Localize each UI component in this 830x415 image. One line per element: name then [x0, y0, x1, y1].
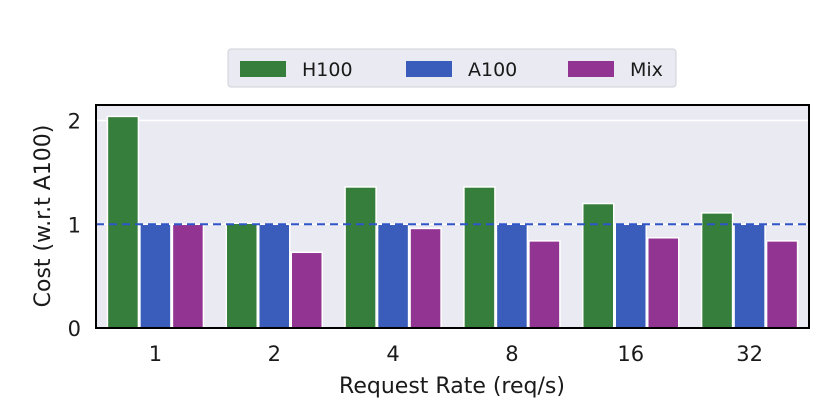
legend-label-mix: Mix [630, 59, 663, 81]
x-axis-ticks: 1 2 4 8 16 32 [149, 342, 763, 366]
legend-label-h100: H100 [302, 59, 353, 81]
legend-swatch-a100 [406, 61, 452, 77]
plot-background [96, 105, 809, 328]
bar-mix-2 [290, 251, 323, 329]
bar-a100-2 [258, 223, 291, 329]
bar-a100-8 [495, 223, 529, 329]
x-axis-label: Request Rate (req/s) [339, 374, 565, 399]
bar-mix-1 [171, 223, 205, 329]
bars [106, 115, 799, 329]
bar-h100-2 [225, 222, 258, 329]
x-tick-label: 2 [268, 342, 281, 366]
y-axis-label: Cost (w.r.t A100) [31, 125, 56, 308]
bar-a100-16 [614, 223, 647, 329]
bar-h100-4 [344, 186, 377, 329]
bar-a100-4 [376, 223, 410, 329]
legend: H100 A100 Mix [227, 48, 677, 88]
x-tick-label: 1 [149, 342, 162, 366]
bar-h100-32 [700, 212, 734, 329]
plot-frame [95, 104, 810, 329]
y-tick-label: 0 [68, 317, 81, 341]
legend-swatch-mix [568, 61, 614, 77]
legend-label-a100: A100 [468, 59, 517, 81]
bar-mix-16 [647, 237, 680, 329]
bar-h100-16 [582, 202, 615, 329]
y-axis-ticks: 0 1 2 [68, 110, 81, 341]
bar-a100-32 [733, 223, 766, 329]
y-tick-label: 2 [68, 110, 81, 134]
bar-h100-1 [106, 115, 140, 329]
bar-mix-8 [528, 240, 561, 329]
x-tick-label: 4 [386, 342, 399, 366]
x-tick-label: 16 [617, 342, 644, 366]
y-tick-label: 1 [68, 213, 81, 237]
legend-swatch-h100 [240, 61, 286, 77]
bar-a100-1 [139, 223, 172, 329]
bar-mix-32 [765, 240, 799, 329]
x-tick-label: 32 [736, 342, 763, 366]
bar-mix-4 [409, 227, 442, 329]
bar-h100-8 [463, 186, 496, 329]
x-tick-label: 8 [505, 342, 518, 366]
